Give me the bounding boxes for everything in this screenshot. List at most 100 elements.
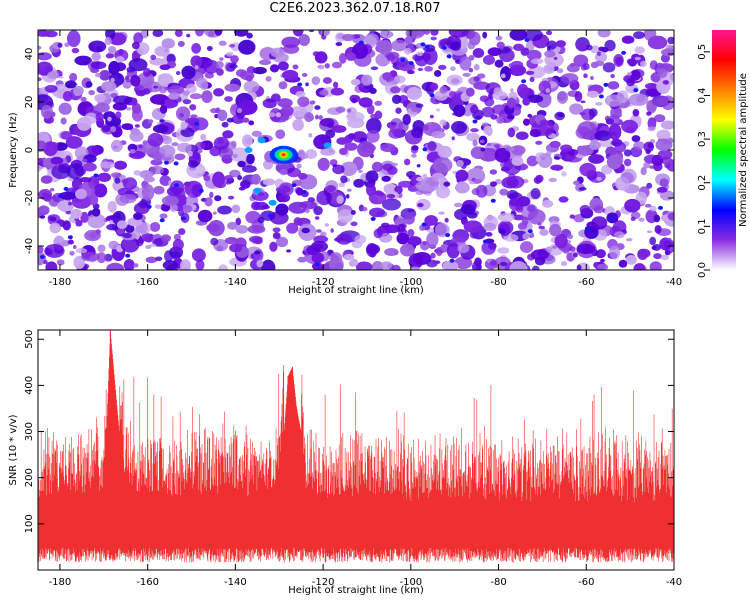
heatmap-cell (38, 205, 50, 216)
heatmap-cell (314, 105, 321, 110)
heatmap-x-tick-label: -140 (224, 277, 247, 288)
heatmap-cell (314, 216, 320, 220)
heatmap-cell (210, 237, 219, 246)
heatmap-cell (146, 204, 152, 209)
heatmap-hotspot (268, 199, 277, 206)
heatmap-cell (391, 39, 408, 52)
heatmap-peak-contour (281, 153, 286, 157)
heatmap-cell (365, 117, 382, 134)
heatmap-cell (370, 66, 379, 71)
heatmap-cell (278, 81, 288, 90)
heatmap-cell (297, 96, 310, 107)
heatmap-cell (270, 93, 281, 102)
heatmap-cell (610, 105, 622, 120)
heatmap-cell (117, 187, 133, 196)
heatmap-cell (519, 241, 534, 254)
heatmap-cell (545, 88, 550, 93)
heatmap-cell (407, 229, 415, 238)
colorbar-bar (712, 30, 736, 270)
heatmap-cell (155, 256, 163, 262)
heatmap-cell (557, 112, 565, 118)
heatmap-cell (153, 185, 165, 195)
heatmap-cell (335, 42, 343, 47)
heatmap-cell (248, 120, 255, 126)
heatmap-cell (350, 209, 356, 216)
heatmap-cell (560, 73, 579, 84)
heatmap-cell (164, 49, 169, 53)
heatmap-cell (295, 187, 304, 196)
heatmap-cell (527, 209, 546, 225)
heatmap-cell (180, 127, 195, 138)
heatmap-cell (143, 176, 156, 183)
heatmap-cell (577, 145, 594, 156)
heatmap-cell (628, 93, 649, 106)
heatmap-cell (539, 120, 555, 137)
heatmap-cell (624, 198, 641, 213)
heatmap-cell (65, 136, 83, 149)
heatmap-cell (649, 261, 662, 270)
heatmap-cell (275, 112, 282, 118)
heatmap-cell (217, 205, 232, 215)
heatmap-y-tick-label: -20 (24, 190, 35, 206)
heatmap-cell (621, 119, 638, 133)
heatmap-cell (602, 62, 616, 73)
heatmap-cell (293, 217, 302, 226)
heatmap-cell (218, 264, 228, 270)
heatmap-cell (121, 123, 134, 130)
heatmap-cell (509, 197, 522, 207)
heatmap-cell (268, 112, 276, 118)
heatmap-cell (270, 47, 285, 58)
heatmap-cell (129, 130, 144, 142)
heatmap-cell (168, 180, 172, 186)
heatmap-cell (451, 120, 468, 134)
heatmap-blobs (38, 30, 674, 270)
heatmap-cell (315, 114, 319, 120)
heatmap-cell (191, 184, 203, 198)
heatmap-cell (206, 223, 221, 232)
heatmap-cell (441, 45, 447, 50)
heatmap-cell (657, 149, 673, 160)
heatmap-cell (525, 70, 535, 75)
heatmap-cell (40, 104, 53, 119)
heatmap-cell (438, 64, 447, 70)
heatmap-cell (625, 238, 633, 242)
heatmap-cell (217, 109, 228, 122)
heatmap-cell (187, 159, 199, 168)
heatmap-cell (549, 223, 562, 237)
heatmap-cell (377, 39, 393, 55)
heatmap-cell (311, 252, 325, 264)
heatmap-cell (485, 232, 493, 237)
heatmap-cell (64, 80, 77, 89)
heatmap-cell (135, 222, 151, 235)
heatmap-cell (424, 65, 434, 72)
heatmap-cell (656, 186, 668, 193)
heatmap-cell (462, 72, 471, 78)
heatmap-cell (297, 256, 307, 263)
heatmap-cell (412, 252, 432, 265)
heatmap-cell (335, 106, 346, 113)
heatmap-cell (484, 97, 495, 107)
heatmap-cell (368, 190, 387, 205)
heatmap-cell (657, 68, 668, 79)
heatmap-cell (218, 40, 227, 46)
heatmap-cell (239, 70, 255, 81)
heatmap-cell (209, 145, 222, 157)
heatmap-cell (411, 67, 416, 70)
heatmap-cell (450, 41, 461, 51)
heatmap-cell (475, 48, 482, 54)
heatmap-cell (292, 30, 304, 37)
heatmap-cell (407, 236, 422, 246)
heatmap-cell (290, 106, 308, 118)
heatmap-cell (198, 188, 204, 193)
heatmap-cell (332, 81, 339, 89)
heatmap-cell (187, 150, 193, 157)
heatmap-cell (148, 119, 154, 124)
heatmap-cell (426, 231, 439, 248)
heatmap-cell (286, 249, 292, 253)
heatmap-cell (647, 104, 657, 111)
heatmap-cell (99, 69, 111, 81)
heatmap-cell (326, 123, 334, 128)
heatmap-cell (527, 229, 533, 234)
heatmap-cell (638, 248, 651, 258)
heatmap-cell (133, 212, 143, 221)
